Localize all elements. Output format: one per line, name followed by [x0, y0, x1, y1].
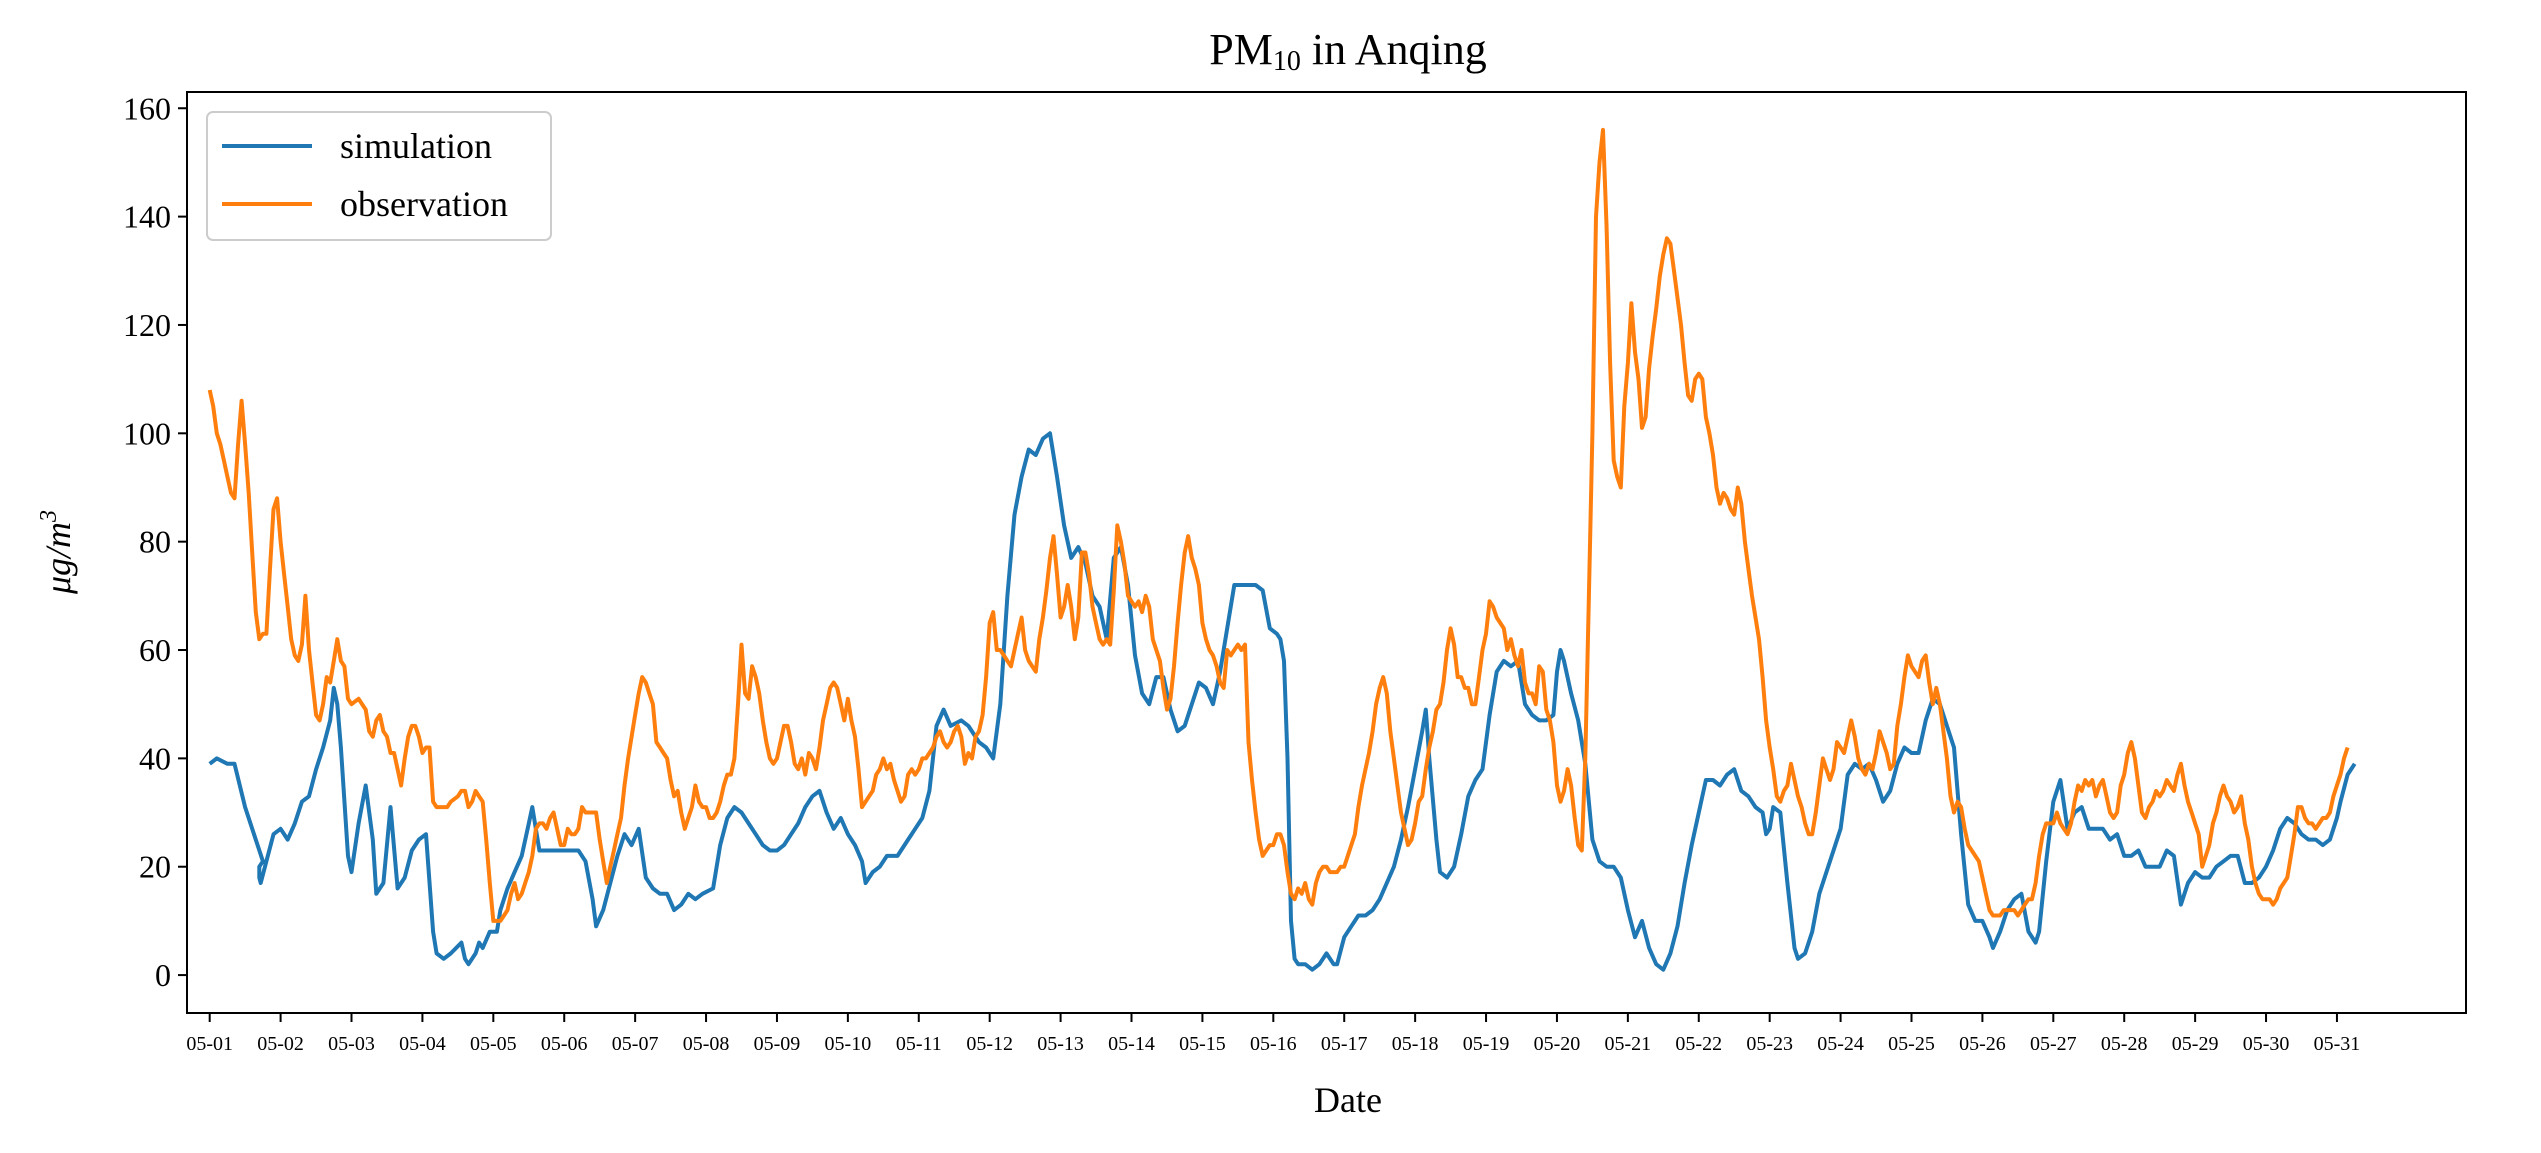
- title-subscript: 10: [1273, 46, 1301, 77]
- x-tick-label: 05-11: [896, 1033, 942, 1055]
- x-tick-label: 05-10: [825, 1033, 872, 1055]
- y-axis-label: μg/m3: [36, 510, 78, 595]
- legend: simulation observation: [206, 111, 552, 241]
- x-tick-label: 05-31: [2314, 1033, 2361, 1055]
- x-tick-label: 05-24: [1817, 1033, 1864, 1055]
- series-line-simulation: [208, 431, 2357, 972]
- x-tick-label: 05-23: [1746, 1033, 1793, 1055]
- x-tick-label: 05-07: [612, 1033, 659, 1055]
- x-tick-label: 05-03: [328, 1033, 375, 1055]
- x-tick-label: 05-13: [1037, 1033, 1084, 1055]
- x-tick-label: 05-02: [257, 1033, 304, 1055]
- x-tick-label: 05-05: [470, 1033, 517, 1055]
- y-tick-label: 120: [123, 307, 171, 343]
- x-tick-label: 05-25: [1888, 1033, 1935, 1055]
- x-tick-label: 05-28: [2101, 1033, 2148, 1055]
- title-rest: in Anqing: [1301, 25, 1487, 74]
- y-axis-label-exponent: 3: [36, 510, 62, 523]
- legend-simulation-label: simulation: [340, 126, 492, 166]
- x-tick-label: 05-08: [683, 1033, 730, 1055]
- x-tick-label: 05-26: [1959, 1033, 2006, 1055]
- x-tick-label: 05-01: [186, 1033, 233, 1055]
- series-line-observation: [207, 127, 2350, 923]
- series-layer: [207, 127, 2357, 972]
- x-tick-label: 05-06: [541, 1033, 588, 1055]
- x-axis-label: Date: [1314, 1080, 1382, 1120]
- y-tick-label: 20: [139, 849, 171, 885]
- y-tick-label: 140: [123, 199, 171, 235]
- x-tick-label: 05-18: [1392, 1033, 1439, 1055]
- y-tick-label: 0: [155, 957, 171, 993]
- legend-observation-label: observation: [340, 184, 508, 224]
- y-axis: 0 20 40 60 80 100 120 140 160: [123, 90, 187, 993]
- x-tick-label: 05-19: [1463, 1033, 1510, 1055]
- x-tick-label: 05-29: [2172, 1033, 2219, 1055]
- x-tick-label: 05-30: [2243, 1033, 2290, 1055]
- y-tick-label: 160: [123, 90, 171, 126]
- y-tick-label: 60: [139, 632, 171, 668]
- x-tick-label: 05-04: [399, 1033, 446, 1055]
- x-tick-label: 05-15: [1179, 1033, 1226, 1055]
- y-tick-label: 40: [139, 740, 171, 776]
- x-tick-label: 05-20: [1534, 1033, 1581, 1055]
- x-tick-label: 05-12: [966, 1033, 1013, 1055]
- x-tick-label: 05-21: [1605, 1033, 1652, 1055]
- plot-frame: [186, 91, 2467, 1014]
- x-tick-label: 05-17: [1321, 1033, 1368, 1055]
- x-tick-label: 05-27: [2030, 1033, 2077, 1055]
- x-axis: 05-01 05-02 05-03 05-04 05-05 05-06 05-07 05-08…: [186, 1013, 2360, 1055]
- y-tick-label: 80: [139, 524, 171, 560]
- x-tick-label: 05-16: [1250, 1033, 1297, 1055]
- chart-title: PM10 in Anqing: [1209, 25, 1486, 77]
- x-tick-label: 05-09: [754, 1033, 801, 1055]
- x-tick-label: 05-22: [1675, 1033, 1722, 1055]
- y-tick-label: 100: [123, 415, 171, 451]
- x-tick-label: 05-14: [1108, 1033, 1155, 1055]
